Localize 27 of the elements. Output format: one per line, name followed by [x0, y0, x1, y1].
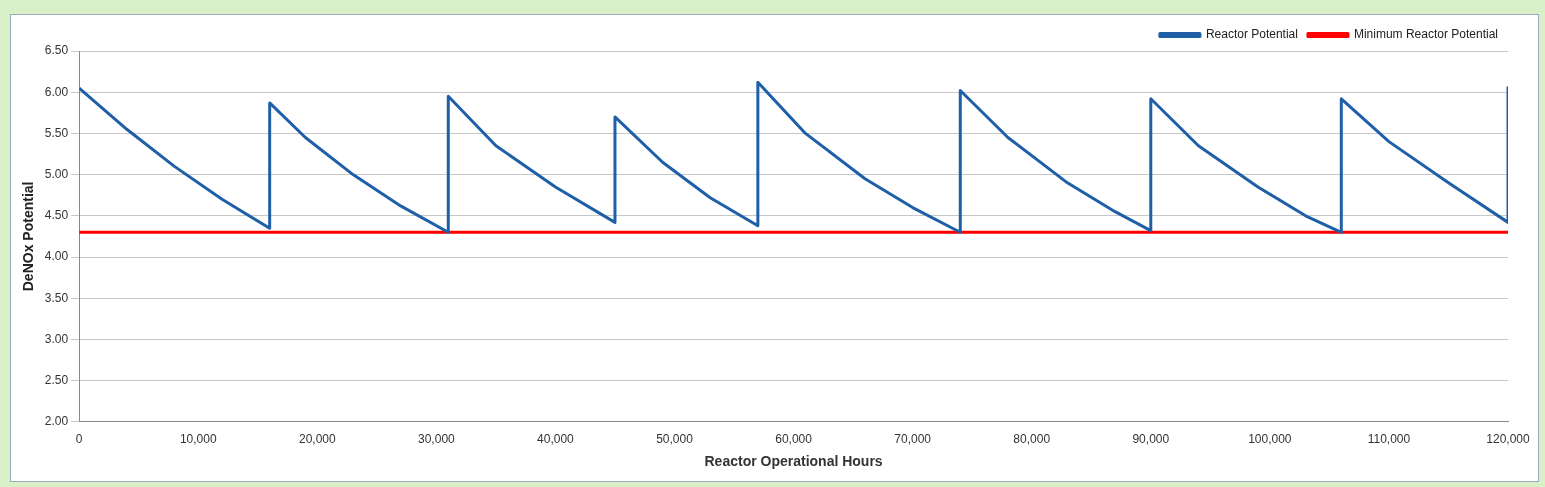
- y-tick-label: 5.50: [44, 125, 69, 140]
- x-axis-title: Reactor Operational Hours: [704, 453, 883, 470]
- x-tick-label: 10,000: [179, 432, 217, 447]
- y-tick-label: 3.50: [44, 290, 69, 305]
- y-tick-label: 4.50: [44, 208, 69, 223]
- y-tick-label: 6.00: [44, 84, 69, 99]
- y-tick-label: 2.00: [44, 414, 69, 429]
- x-tick-label: 60,000: [775, 432, 813, 447]
- x-tick-label: 120,000: [1486, 432, 1531, 447]
- x-tick-label: 30,000: [418, 432, 456, 447]
- x-tick-label: 70,000: [894, 432, 932, 447]
- y-tick-label: 3.00: [44, 331, 69, 346]
- x-tick-label: 0: [75, 432, 83, 447]
- x-tick-label: 80,000: [1013, 432, 1051, 447]
- x-tick-label: 100,000: [1248, 432, 1292, 447]
- y-tick-label: 5.00: [44, 166, 69, 181]
- x-tick-label: 110,000: [1367, 432, 1411, 447]
- x-tick-label: 90,000: [1132, 432, 1170, 447]
- x-tick-label: 40,000: [537, 432, 575, 447]
- x-tick-label: 20,000: [298, 432, 336, 447]
- legend-label: Minimum Reactor Potential: [1353, 27, 1499, 42]
- y-tick-label: 2.50: [44, 372, 69, 387]
- y-axis-title: DeNOx Potential: [20, 181, 37, 292]
- x-tick-label: 50,000: [656, 432, 694, 447]
- y-tick-label: 4.00: [44, 249, 69, 264]
- legend-label: Reactor Potential: [1205, 27, 1298, 42]
- y-tick-label: 6.50: [44, 43, 69, 58]
